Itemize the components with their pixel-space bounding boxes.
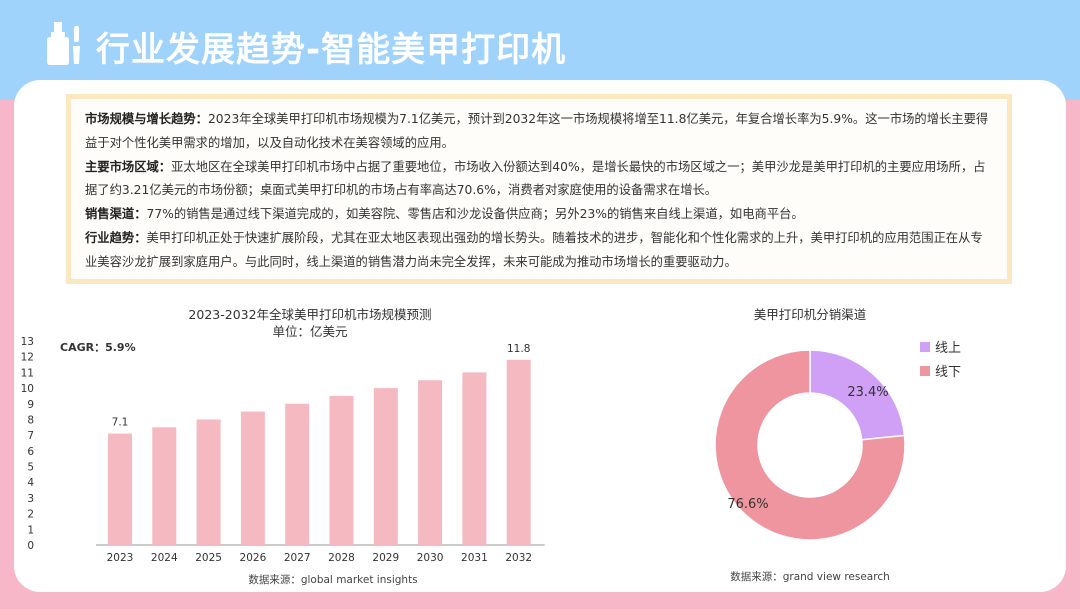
legend-label: 线上 — [935, 341, 961, 356]
y-tick-label: 11 — [21, 367, 34, 379]
y-tick-label: 8 — [27, 414, 34, 426]
bar — [462, 372, 487, 545]
summary-label: 市场规模与增长趋势： — [85, 112, 208, 126]
y-tick-label: 13 — [21, 336, 34, 348]
y-tick-label: 9 — [27, 399, 34, 411]
slice-value-label: 23.4% — [847, 385, 888, 400]
summary-paragraph: 主要市场区域：亚太地区在全球美甲打印机市场中占据了重要地位，市场收入份额达到40… — [85, 156, 993, 204]
page-title: 行业发展趋势-智能美甲打印机 — [96, 30, 567, 70]
pie-chart-title: 美甲打印机分销渠道 — [753, 307, 867, 322]
summary-label: 行业趋势： — [85, 230, 147, 245]
summary-paragraph: 销售渠道：77%的销售是通过线下渠道完成的，如美容院、零售店和沙龙设备供应商；另… — [85, 203, 993, 227]
y-tick-label: 12 — [21, 352, 34, 364]
y-tick-label: 7 — [27, 430, 34, 442]
bar — [373, 388, 398, 545]
summary-label: 销售渠道： — [85, 207, 147, 222]
x-tick-label: 2024 — [151, 552, 178, 564]
data-label: 11.8 — [507, 343, 530, 355]
summary-text: 77%的销售是通过线下渠道完成的，如美容院、零售店和沙龙设备供应商；另外23%的… — [146, 207, 804, 222]
x-tick-label: 2030 — [417, 552, 444, 564]
summary-paragraph: 市场规模与增长趋势：2023年全球美甲打印机市场规模为7.1亿美元，预计到203… — [85, 108, 993, 156]
y-tick-label: 3 — [27, 493, 34, 505]
bar — [418, 380, 443, 545]
pie-chart-source: 数据来源：grand view research — [730, 571, 890, 583]
bar — [240, 411, 265, 545]
x-tick-label: 2026 — [240, 552, 267, 564]
summary-paragraph: 行业趋势：美甲打印机正处于快速扩展阶段，尤其在亚太地区表现出强劲的增长势头。随着… — [85, 227, 993, 275]
bar — [506, 359, 531, 545]
legend-swatch — [920, 342, 930, 352]
y-tick-label: 2 — [27, 509, 34, 521]
x-tick-label: 2027 — [284, 552, 311, 564]
summary-text: 2023年全球美甲打印机市场规模为7.1亿美元，预计到2032年这一市场规模将增… — [85, 112, 989, 150]
bar — [108, 433, 132, 545]
cagr-label: CAGR：5.9% — [60, 341, 136, 354]
bar — [285, 403, 310, 545]
legend-label: 线下 — [935, 365, 961, 380]
x-tick-label: 2028 — [328, 552, 355, 564]
bar-chart-source: 数据来源：global market insights — [248, 574, 418, 586]
summary-text: 亚太地区在全球美甲打印机市场中占据了重要地位，市场收入份额达到40%，是增长最快… — [85, 159, 986, 198]
x-tick-label: 2029 — [372, 552, 399, 564]
y-tick-label: 1 — [27, 524, 34, 536]
bar — [152, 427, 177, 545]
bar-chart-title: 2023-2032年全球美甲打印机市场规模预测 — [188, 307, 432, 322]
content-card: 市场规模与增长趋势：2023年全球美甲打印机市场规模为7.1亿美元，预计到203… — [14, 80, 1066, 592]
donut-slice — [809, 349, 906, 441]
x-tick-label: 2025 — [195, 552, 222, 564]
x-tick-label: 2031 — [461, 552, 488, 564]
slice-value-label: 76.6% — [727, 497, 768, 512]
nail-polish-icon — [47, 22, 80, 65]
legend-swatch — [920, 366, 930, 376]
bar-chart-subtitle: 单位：亿美元 — [272, 324, 348, 339]
summary-text: 美甲打印机正处于快速扩展阶段，尤其在亚太地区表现出强劲的增长势头。随着技术的进步… — [85, 230, 983, 269]
x-tick-label: 2023 — [107, 552, 134, 564]
y-tick-label: 0 — [27, 540, 34, 552]
summary-label: 主要市场区域： — [85, 159, 172, 174]
data-label: 7.1 — [112, 417, 129, 429]
y-tick-label: 6 — [27, 446, 34, 458]
summary-box: 市场规模与增长趋势：2023年全球美甲打印机市场规模为7.1亿美元，预计到203… — [66, 94, 1012, 284]
donut-slice — [714, 349, 906, 541]
x-tick-label: 2032 — [505, 552, 532, 564]
y-tick-label: 10 — [21, 383, 34, 395]
bar — [196, 419, 221, 545]
bar — [329, 395, 354, 545]
header-bar: 行业发展趋势-智能美甲打印机 — [0, 0, 1080, 100]
y-tick-label: 5 — [27, 462, 34, 474]
y-tick-label: 4 — [27, 477, 34, 489]
